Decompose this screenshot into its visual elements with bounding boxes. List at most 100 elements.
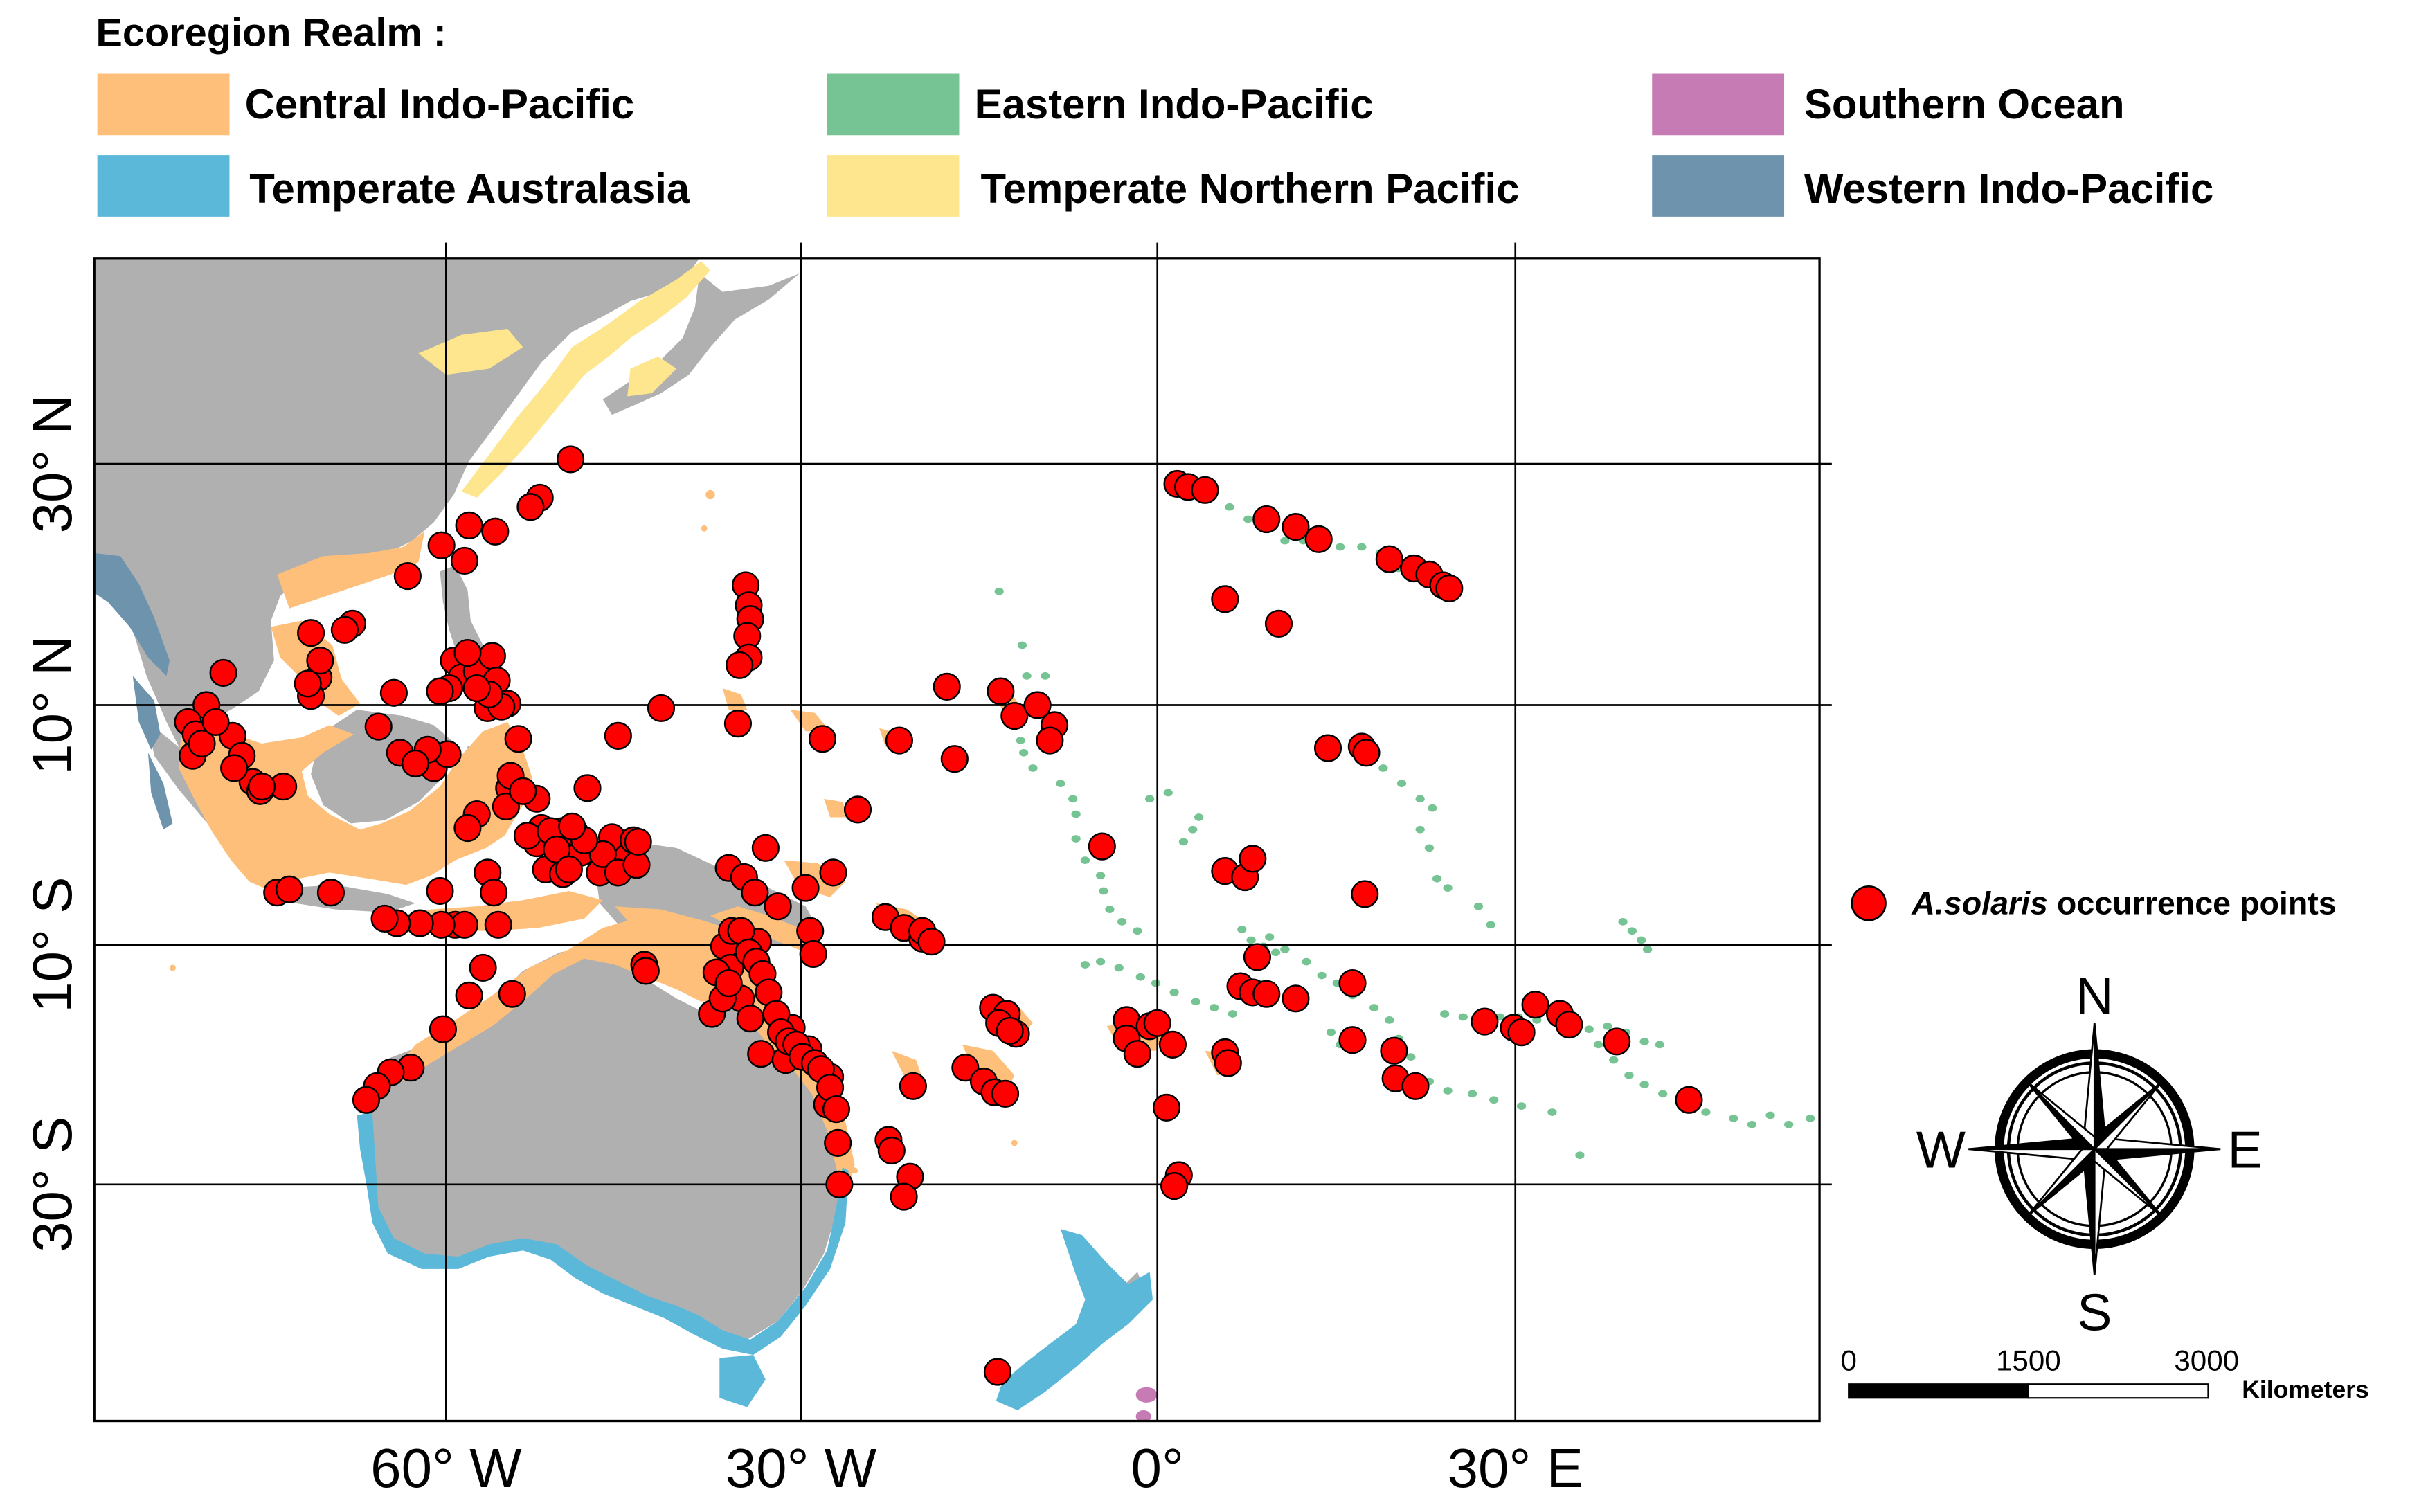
lon-label-0: 0°: [1131, 1437, 1184, 1499]
occurrence-point: [1160, 1171, 1189, 1200]
points-legend-suffix: occurrence points: [2048, 885, 2337, 921]
eastern-indo-pacific-island: [1016, 737, 1025, 744]
occurrence-point: [1507, 1018, 1536, 1047]
occurrence-point: [401, 749, 430, 777]
occurrence-point: [513, 822, 542, 850]
eastern-indo-pacific-island: [1080, 856, 1090, 864]
occurrence-point: [1401, 1072, 1430, 1100]
eastern-indo-pacific-island: [1415, 795, 1425, 803]
occurrence-point: [714, 969, 743, 998]
occurrence-point: [1471, 1007, 1499, 1036]
legend-label-western-indo-pacific: Western Indo-Pacific: [1804, 165, 2213, 212]
eastern-indo-pacific-island: [1041, 672, 1050, 680]
occurrence-point: [1304, 525, 1333, 553]
points-legend-species: A.solaris: [1911, 885, 2048, 921]
eastern-indo-pacific-island: [1028, 764, 1038, 772]
eastern-indo-pacific-island: [1302, 957, 1311, 966]
realm-legend: Ecoregion Realm : Central Indo-Pacific E…: [96, 11, 2213, 217]
eastern-indo-pacific-island: [1095, 957, 1106, 966]
lat-label-10n: 10° N: [21, 636, 83, 775]
occurrence-point: [951, 1054, 980, 1082]
eastern-indo-pacific-island: [1415, 825, 1425, 834]
eastern-indo-pacific-island: [1326, 1028, 1336, 1036]
occurrence-point: [453, 813, 482, 843]
occurrence-point: [1252, 980, 1281, 1008]
occurrence-point: [455, 981, 483, 1009]
occurrence-point: [558, 812, 586, 840]
graticule: [94, 258, 1820, 1421]
occurrence-point: [1239, 845, 1267, 873]
occurrence-point: [1123, 1040, 1151, 1068]
occurrence-point: [741, 879, 769, 907]
eastern-indo-pacific-island: [1639, 1081, 1649, 1088]
compass-e: E: [2228, 1120, 2263, 1178]
occurrence-point: [1158, 1030, 1187, 1059]
occurrence-point: [294, 669, 322, 698]
occurrence-point: [751, 834, 780, 862]
lat-label-30n: 30° N: [21, 395, 83, 534]
occurrence-point: [723, 710, 753, 738]
eastern-indo-pacific-island: [1584, 1025, 1594, 1034]
eastern-indo-pacific-island: [1784, 1120, 1794, 1128]
occurrence-point: [622, 851, 651, 879]
occurrence-point: [450, 910, 479, 939]
longitude-labels: 60° W 30° W 0° 30° E: [370, 1437, 1583, 1499]
occurrence-point: [1088, 832, 1116, 861]
occurrence-point: [427, 531, 456, 559]
eastern-indo-pacific-island: [1099, 887, 1108, 895]
occurrence-point: [1313, 734, 1342, 762]
eastern-indo-pacific-island: [1336, 543, 1345, 551]
occurrence-point: [220, 754, 249, 782]
occurrence-point: [1675, 1086, 1703, 1114]
occurrence-point: [890, 1182, 918, 1211]
eastern-indo-pacific-island: [1225, 503, 1234, 511]
eastern-indo-pacific-island: [1243, 515, 1253, 523]
occurrence-point: [1282, 984, 1310, 1013]
occurrence-point: [747, 1040, 775, 1068]
eastern-indo-pacific-island: [1237, 926, 1247, 933]
occurrence-point: [819, 858, 847, 887]
lon-label-30w: 30° W: [726, 1437, 877, 1499]
occurrence-point: [455, 511, 483, 539]
compass-w: W: [1916, 1120, 1966, 1178]
eastern-indo-pacific-island: [1210, 1004, 1219, 1011]
occurrence-point: [498, 980, 526, 1008]
legend-label-temperate-northern-pacific: Temperate Northern Pacific: [981, 165, 1520, 212]
occurrence-point: [1023, 691, 1052, 719]
occurrence-point: [1191, 476, 1219, 504]
realm-southern-ocean: [1135, 1387, 1158, 1421]
occurrence-point: [393, 562, 422, 591]
eastern-indo-pacific-island: [1022, 672, 1032, 680]
occurrence-point: [247, 773, 276, 801]
occurrence-point: [588, 840, 617, 868]
land-asia: [94, 258, 700, 753]
occurrence-point: [364, 712, 393, 741]
eastern-indo-pacific-island: [1133, 927, 1142, 935]
legend-label-central-indo-pacific: Central Indo-Pacific: [245, 81, 635, 127]
eastern-indo-pacific-island: [1357, 543, 1367, 551]
lat-label-10s: 10° S: [21, 877, 83, 1013]
eastern-indo-pacific-island: [1575, 1151, 1585, 1159]
lat-label-30s: 30° S: [21, 1117, 83, 1252]
occurrence-point: [352, 1086, 381, 1114]
eastern-indo-pacific-island: [1135, 973, 1145, 981]
eastern-indo-pacific-island: [1385, 1016, 1394, 1024]
eastern-indo-pacific-island: [1017, 641, 1027, 649]
legend-label-southern-ocean: Southern Ocean: [1804, 81, 2125, 127]
eastern-indo-pacific-island: [1095, 872, 1106, 880]
svg-text:A.solaris occurrence points: A.solaris occurrence points: [1911, 885, 2337, 921]
eastern-indo-pacific-island: [1428, 804, 1437, 812]
eastern-indo-pacific-island: [1280, 945, 1290, 953]
legend-swatch-western-indo-pacific: [1652, 155, 1785, 217]
occurrence-point: [188, 729, 216, 758]
occurrence-point: [478, 642, 506, 670]
eastern-indo-pacific-island: [1603, 1022, 1612, 1030]
occurrence-point: [406, 909, 434, 937]
occurrence-point: [736, 1005, 764, 1033]
occurrence-point: [1435, 574, 1464, 602]
eastern-indo-pacific-island: [1516, 1102, 1527, 1110]
eastern-indo-pacific-island: [1747, 1120, 1757, 1128]
eastern-indo-pacific-island: [1658, 1090, 1668, 1098]
legend-swatch-southern-ocean: [1652, 73, 1785, 136]
latitude-labels: 30° N 10° N 10° S 30° S: [21, 395, 83, 1252]
